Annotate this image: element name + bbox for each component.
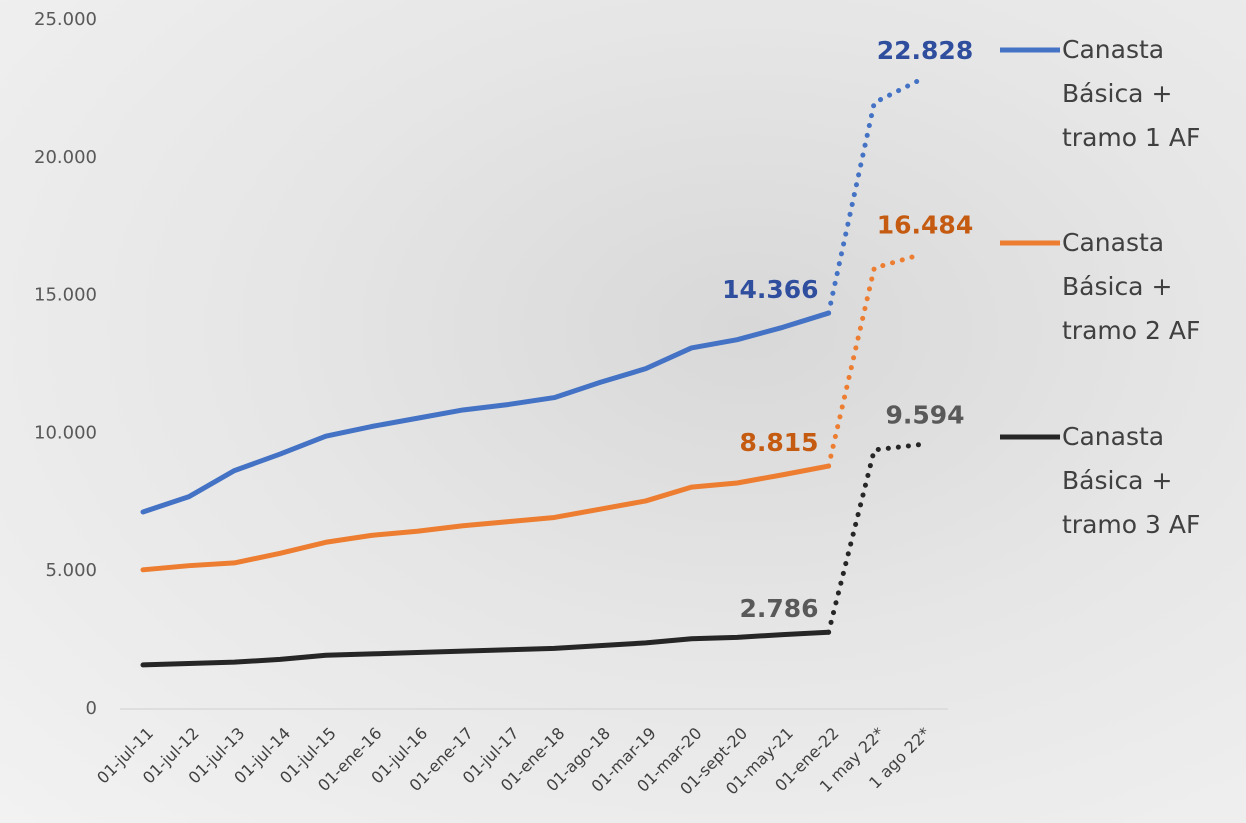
projected-line: [829, 255, 920, 466]
y-tick-label: 15.000: [34, 285, 97, 306]
data-label: 14.366: [722, 275, 818, 304]
projected-line: [829, 80, 920, 313]
y-tick-label: 10.000: [34, 422, 97, 443]
data-label: 2.786: [740, 594, 819, 623]
data-label: 16.484: [877, 211, 973, 240]
data-label: 22.828: [877, 36, 973, 65]
page: 05.00010.00015.00020.00025.00001-jul-110…: [0, 0, 1246, 823]
data-label: 8.815: [740, 428, 819, 457]
data-label: 9.594: [885, 401, 964, 430]
y-tick-label: 25.000: [34, 9, 97, 30]
legend-label: Canasta Básica + tramo 1 AF: [1062, 28, 1242, 160]
y-tick-label: 5.000: [45, 560, 97, 581]
legend-label: Canasta Básica + tramo 2 AF: [1062, 221, 1242, 353]
projected-line: [829, 445, 920, 633]
legend-label: Canasta Básica + tramo 3 AF: [1062, 415, 1242, 547]
series-line: [143, 466, 829, 570]
series-line: [143, 632, 829, 665]
chart: 05.00010.00015.00020.00025.00001-jul-110…: [0, 0, 1246, 823]
y-tick-label: 20.000: [34, 147, 97, 168]
y-tick-label: 0: [86, 698, 97, 719]
